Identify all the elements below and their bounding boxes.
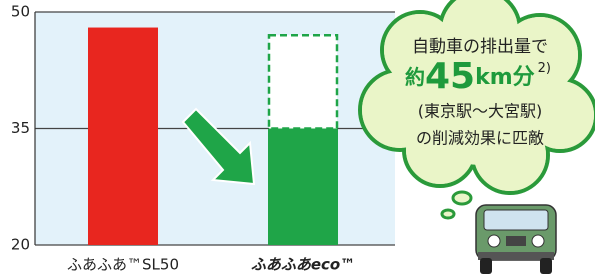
bubble-line: 自動車の排出量で [412, 37, 548, 57]
car-illustration [476, 205, 556, 274]
bubble-number: 45 [425, 56, 475, 97]
chart: 自動車の排出量で 約45km分2) (東京駅〜大宮駅) の削減効果に匹敵 20 3… [0, 0, 595, 279]
x-tick-label: ふあふあeco™ [251, 256, 355, 274]
bubble-note: 2) [538, 61, 551, 76]
x-tick-label: ふあふあ™SL50 [67, 256, 179, 274]
bubble-prefix: 約 [405, 65, 425, 89]
dashed-bar [269, 35, 337, 128]
bubble-unit: km分 [475, 65, 535, 90]
bubble-line: (東京駅〜大宮駅) [418, 102, 543, 121]
bar [268, 129, 338, 246]
bubble-line: の削減効果に匹敵 [416, 129, 544, 148]
y-tick-label: 20 [11, 236, 30, 254]
y-tick-label: 35 [11, 119, 30, 137]
y-tick-label: 50 [11, 3, 30, 21]
bar [88, 28, 158, 245]
